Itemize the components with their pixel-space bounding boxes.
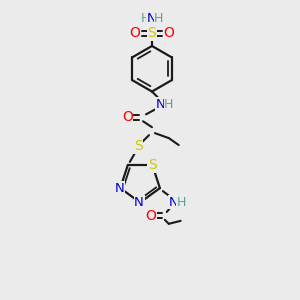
Text: H: H <box>140 12 150 25</box>
Text: N: N <box>134 196 144 209</box>
Text: O: O <box>122 110 133 124</box>
Text: H: H <box>154 12 164 25</box>
Text: N: N <box>156 98 166 111</box>
Text: S: S <box>148 26 156 40</box>
Text: H: H <box>164 98 173 111</box>
Text: O: O <box>146 209 156 223</box>
Text: S: S <box>134 139 142 153</box>
Text: H: H <box>177 196 186 208</box>
Text: S: S <box>148 158 157 172</box>
Text: N: N <box>169 196 178 208</box>
Text: N: N <box>147 12 157 25</box>
Text: O: O <box>164 26 174 40</box>
Text: O: O <box>130 26 141 40</box>
Text: N: N <box>114 182 124 195</box>
